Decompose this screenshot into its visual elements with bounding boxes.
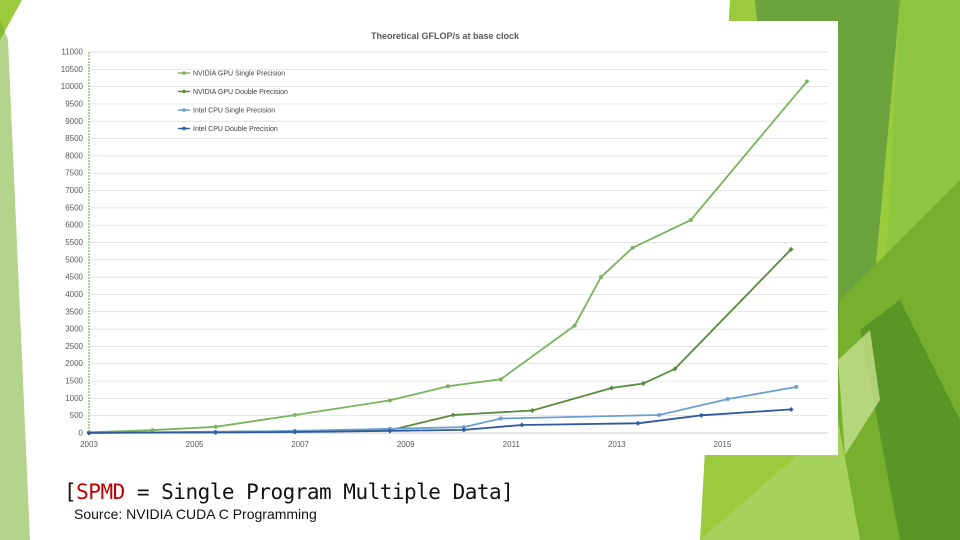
data-point [498,377,503,382]
y-tick-label: 7000 [65,186,83,195]
caption-acronym: SPMD [76,480,125,504]
caption-open-bracket: [ [64,480,77,504]
x-tick-label: 2005 [186,440,204,449]
series-4 [86,406,794,436]
data-point [292,429,298,435]
data-point [529,407,535,413]
x-tick-label: 2009 [397,440,415,449]
y-tick-label: 2000 [65,359,83,368]
data-point [213,424,218,429]
chart-title: Theoretical GFLOP/s at base clock [371,31,520,41]
data-point [86,430,92,436]
data-point [688,217,693,222]
y-tick-label: 9000 [65,117,83,126]
data-point [461,427,467,433]
x-axis-ticks: 2003 2005 2007 2009 2011 2013 2015 [80,440,732,449]
y-tick-label: 5500 [65,238,83,247]
x-tick-label: 2007 [291,440,309,449]
data-point [387,398,392,403]
y-tick-label: 4500 [65,273,83,282]
legend-label: Intel CPU Double Precision [193,126,278,133]
deco-triangle-left [0,0,22,40]
series-group [86,52,809,436]
line-chart: Theoretical GFLOP/s at base clock 0 500 10… [61,31,828,449]
data-point [698,412,704,418]
series-line [88,386,797,434]
legend-marker [182,108,186,112]
series-2 [86,246,794,436]
deco-facet-6 [860,300,960,540]
y-tick-label: 3500 [65,307,83,316]
data-point [804,79,809,84]
chart-panel: Theoretical GFLOP/s at base clock 0 500 10… [53,21,838,455]
data-point [498,416,503,421]
data-point [213,429,219,435]
x-tick-label: 2003 [80,440,98,449]
legend-label: Intel CPU Single Precision [193,108,275,115]
x-tick-label: 2015 [714,440,732,449]
data-point [640,380,646,386]
deco-band-left [0,18,30,540]
data-point [635,420,641,426]
legend-label: NVIDIA GPU Double Precision [193,89,288,96]
series-line [88,408,792,434]
data-point [788,246,794,252]
data-point [572,323,577,328]
y-tick-label: 0 [79,429,84,438]
source-citation: Source: NVIDIA CUDA C Programming [74,506,317,522]
x-tick-label: 2013 [608,440,626,449]
data-point [657,412,662,417]
legend-label: NVIDIA GPU Single Precision [193,71,285,78]
y-tick-label: 10500 [61,65,84,74]
y-tick-label: 7500 [65,169,83,178]
legend-marker [182,126,186,131]
y-tick-label: 6500 [65,203,83,212]
data-point [445,384,450,389]
y-axis-ticks: 0 500 1000 1500 2000 2500 3000 3500 4000 4500 5000… [61,48,84,438]
y-tick-label: 1500 [65,377,83,386]
data-point [450,412,456,418]
y-tick-label: 4000 [65,290,83,299]
caption-rest: = Single Program Multiple Data] [124,480,514,504]
y-tick-label: 1000 [65,394,83,403]
deco-facet-7 [838,330,880,455]
legend-marker [182,71,186,75]
data-point [630,245,635,250]
x-tick-label: 2011 [503,440,521,449]
data-point [387,428,393,434]
data-point [788,406,794,412]
series-line [88,80,808,434]
data-point [519,422,525,428]
data-point [609,385,615,391]
y-tick-label: 8000 [65,151,83,160]
y-tick-label: 500 [70,411,84,420]
slide-caption: [SPMD = Single Program Multiple Data] [64,480,514,504]
data-point [794,384,799,389]
y-tick-label: 6000 [65,221,83,230]
y-tick-label: 5000 [65,255,83,264]
data-point [292,412,297,417]
data-point [461,425,466,430]
y-tick-label: 10000 [61,82,84,91]
data-point [150,428,155,433]
legend-marker [182,89,186,94]
y-tick-label: 2500 [65,342,83,351]
y-tick-label: 3000 [65,325,83,334]
data-point [672,366,678,372]
data-point [725,397,730,402]
data-point [599,275,604,280]
y-tick-label: 11000 [61,48,83,57]
legend: NVIDIA GPU Single Precision NVIDIA GPU Do… [178,71,288,133]
y-tick-label: 8500 [65,134,83,143]
y-tick-label: 9500 [65,99,83,108]
